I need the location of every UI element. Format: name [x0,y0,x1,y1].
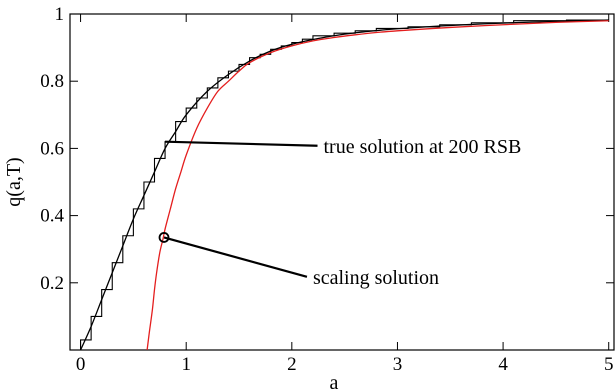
annotation-leader-line [165,140,318,147]
x-tick-label: 3 [393,354,403,375]
plot-frame [69,13,615,351]
annotation-leader-line [163,236,308,278]
y-tick-label: 0.8 [40,71,64,92]
y-axis-label: q(a,T) [3,157,25,206]
annotation-label: scaling solution [313,267,439,289]
y-tick-label: 0.6 [40,138,64,159]
annotations: true solution at 200 RSB scaling solution [158,136,522,289]
series-line-scaling-solution [146,20,609,350]
ticks: 0 1 2 3 4 5 0.2 0.4 0.6 0.8 1 [40,4,614,375]
series [79,19,609,350]
x-tick-label: 0 [76,354,86,375]
x-tick-label: 2 [287,354,297,375]
series-line-steps [80,19,609,350]
x-tick-label: 5 [604,354,614,375]
series-line-true-solution [79,19,609,350]
x-tick-label: 1 [181,354,191,375]
y-tick-label: 0.4 [40,206,64,227]
x-axis-label: a [330,372,339,391]
y-tick-label: 0.2 [40,273,64,294]
annotation-label: true solution at 200 RSB [324,136,522,158]
annotation-marker [158,232,170,243]
plot-border [69,13,615,351]
x-tick-label: 4 [498,354,508,375]
y-tick-label: 1 [55,4,65,25]
